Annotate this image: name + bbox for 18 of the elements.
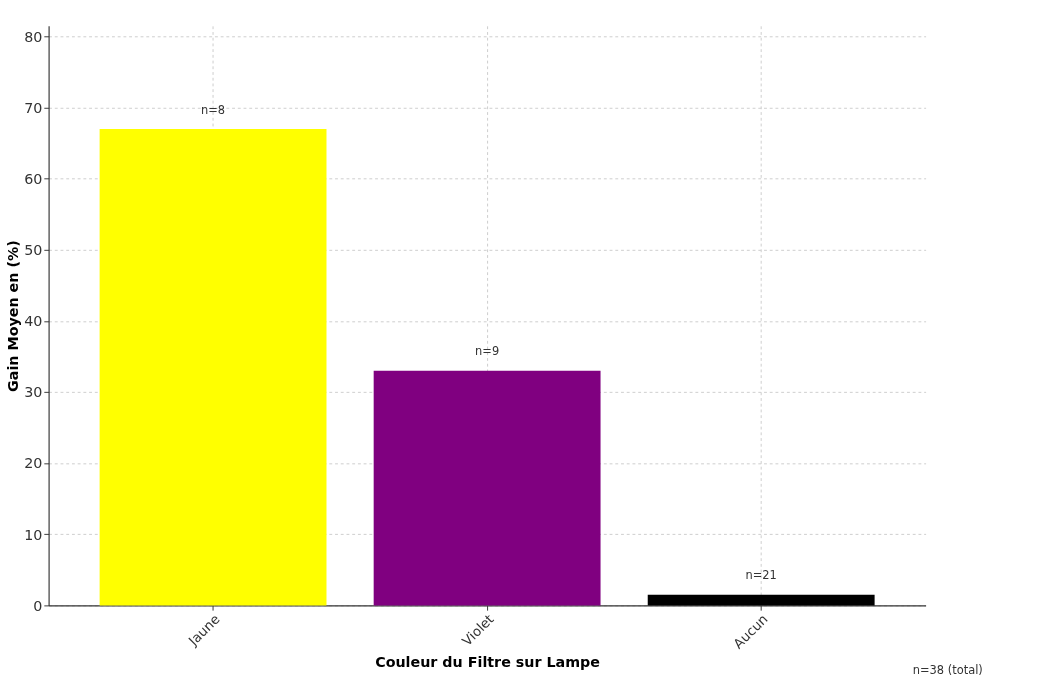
text: n=38 (total) (912, 663, 983, 678)
annotation: n=8 (201, 102, 226, 117)
bar (647, 594, 875, 606)
y-tick-label: 30 (24, 384, 43, 401)
x-axis-title: Couleur du Filtre sur Lampe (375, 653, 601, 670)
y-tick-label: 0 (33, 597, 43, 614)
y-tick-label: 10 (24, 526, 43, 543)
y-tick-label: 20 (24, 455, 43, 472)
y-tick-label: 50 (24, 242, 43, 259)
bar (373, 370, 601, 606)
y-tick-label: 60 (24, 170, 43, 187)
y-tick-label: 80 (24, 28, 43, 45)
annotation: n=21 (745, 568, 777, 583)
annotation: n=9 (475, 344, 500, 359)
y-tick-label: 40 (24, 313, 43, 330)
y-tick-label: 70 (24, 99, 43, 116)
bar (99, 128, 327, 606)
y-axis-title: Gain Moyen en (%) (4, 240, 21, 392)
